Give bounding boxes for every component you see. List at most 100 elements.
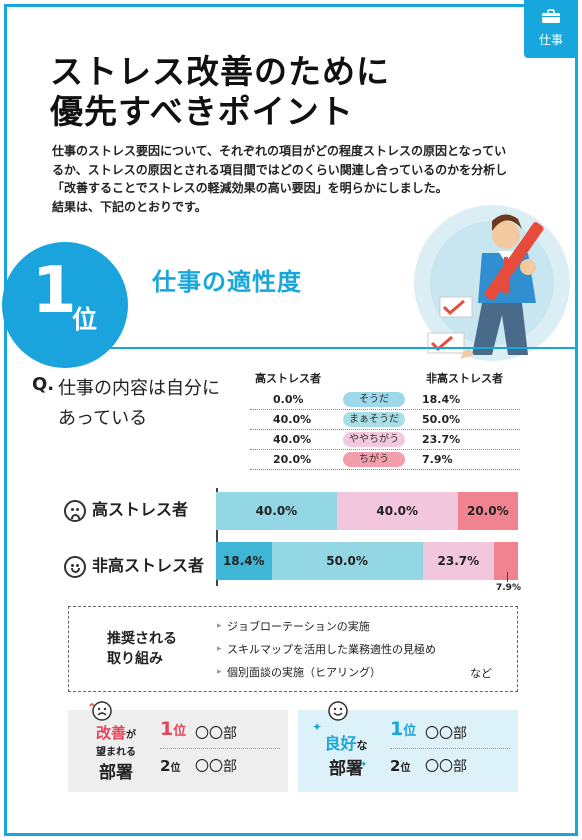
answer-pill: まぁそうだ xyxy=(343,412,405,427)
recommendation-heading-line-2: 取り組み xyxy=(107,651,163,667)
rank-2-num: 2 xyxy=(160,757,171,775)
rank-1-num: 1 xyxy=(160,718,174,740)
table-header-high: 高ストレス者 xyxy=(255,372,321,385)
title-line-2: 優先すべきポイント xyxy=(50,92,354,131)
good-kw-dept: 部署 xyxy=(329,759,363,779)
list-item: スキルマップを活用した業務適性の見極め xyxy=(217,638,436,661)
table-row: 40.0% ややちがう 23.7% xyxy=(250,430,520,450)
rank-1-suffix: 位 xyxy=(173,724,187,739)
high-value: 40.0% xyxy=(273,413,312,426)
recommendation-heading-line-1: 推奨される xyxy=(107,631,177,647)
question-prefix: Q. xyxy=(32,374,55,395)
high-stress-text: 高ストレス者 xyxy=(92,500,189,519)
low-value: 50.0% xyxy=(422,413,461,426)
good-dept-box: ✦ ✦ 良好な 部署 1位 〇〇部 2位 〇〇部 xyxy=(298,701,518,792)
bar-segment-no: 20.0% xyxy=(457,492,518,530)
category-label: 仕事 xyxy=(538,33,563,47)
answer-pill: そうだ xyxy=(343,392,405,407)
rank-separator xyxy=(390,748,510,749)
improvement-dept-box: 改善が 望まれる 部署 1位 〇〇部 2位 〇〇部 xyxy=(68,701,288,792)
low-value: 23.7% xyxy=(422,433,461,446)
bar-segment-mostly: 40.0% xyxy=(216,492,337,530)
bar-segment-label: 18.4% xyxy=(222,554,265,568)
table-row: 40.0% まぁそうだ 50.0% xyxy=(250,410,520,430)
question-text: 仕事の内容は自分に あっている xyxy=(58,374,220,434)
good-kw-particle: な xyxy=(356,739,368,752)
improvement-kw-dept: 部署 xyxy=(99,763,133,783)
answer-pill: ちがう xyxy=(343,452,405,467)
good-kw-main: 良好 xyxy=(324,734,357,753)
category-tag: 仕事 xyxy=(524,0,578,58)
answer-pill: ややちがう xyxy=(343,432,405,447)
bar-segment-mostly: 50.0% xyxy=(271,542,423,580)
sparkle-icon: ✦ xyxy=(312,720,323,734)
intro-line-1: 仕事のストレス要因について、それぞれの項目がどの程度ストレスの原因となってい xyxy=(52,144,507,158)
rank-divider-line xyxy=(20,347,578,349)
page-frame xyxy=(4,4,578,836)
small-label-tick xyxy=(507,572,508,582)
rank-2-num: 2 xyxy=(390,757,401,775)
rank-separator xyxy=(160,748,280,749)
etc-text: など xyxy=(470,667,492,680)
rank-1: 1位 xyxy=(390,718,416,740)
low-value: 18.4% xyxy=(422,393,461,406)
rank-2: 2位 xyxy=(160,756,180,775)
briefcase-icon xyxy=(542,9,560,23)
recommendation-heading: 推奨される 取り組み xyxy=(107,629,177,669)
rank-2-suffix: 位 xyxy=(400,763,411,774)
rank-badge: 1 位 xyxy=(2,242,128,368)
rank-2-suffix: 位 xyxy=(170,763,181,774)
low-stress-label: 非高ストレス者 xyxy=(64,552,204,578)
intro-line-3: 「改善することでストレスの軽減効果の高い要因」を明らかにしました。 xyxy=(52,181,448,195)
table-row: 20.0% ちがう 7.9% xyxy=(250,450,520,470)
smile-face-icon xyxy=(326,700,350,726)
page-title: ストレス改善のために 優先すべきポイント xyxy=(50,52,390,132)
rank-2-dept: 〇〇部 xyxy=(425,759,467,775)
intro-text: 仕事のストレス要因について、それぞれの項目がどの程度ストレスの原因となってい る… xyxy=(52,142,532,216)
improvement-keyword: 改善が 望まれる 部署 xyxy=(86,722,146,783)
small-segment-label: 7.9% xyxy=(496,583,521,593)
rank-title: 仕事の適性度 xyxy=(152,268,302,296)
high-stress-bar: 40.0% 40.0% 20.0% xyxy=(216,492,518,530)
question-line-2: あっている xyxy=(58,408,148,429)
good-keyword: 良好な 部署 xyxy=(316,730,376,779)
sad-face-icon xyxy=(64,499,86,522)
bar-segment-label: 23.7% xyxy=(437,554,480,568)
rank-number: 1 xyxy=(32,254,77,328)
question-line-1: 仕事の内容は自分に xyxy=(58,378,220,399)
businessman-pencil-illustration xyxy=(414,205,570,361)
rank-1-dept: 〇〇部 xyxy=(195,726,237,742)
table-header-low: 非高ストレス者 xyxy=(426,372,503,385)
intro-line-4: 結果は、下記のとおりです。 xyxy=(52,199,207,214)
intro-line-2: るか、ストレスの原因とされる項目間ではどのくらい関連し合っているのかを分析し xyxy=(52,162,508,177)
low-stress-text: 非高ストレス者 xyxy=(92,556,205,575)
low-value: 7.9% xyxy=(422,453,453,466)
table-row: 0.0% そうだ 18.4% xyxy=(250,390,520,410)
rank-suffix: 位 xyxy=(72,305,98,334)
bar-segment-label: 40.0% xyxy=(255,504,298,518)
list-item: 個別面談の実施（ヒアリング） xyxy=(217,661,436,684)
recommendation-list: ジョブローテーションの実施 スキルマップを活用した業務適性の見極め 個別面談の実… xyxy=(217,615,436,684)
sparkle-icon: ✦ xyxy=(360,760,368,770)
bar-segment-no xyxy=(494,542,518,580)
title-line-1: ストレス改善のために xyxy=(50,52,390,91)
bar-segment-somewhat-no: 23.7% xyxy=(422,542,495,580)
high-value: 20.0% xyxy=(273,453,312,466)
high-stress-label: 高ストレス者 xyxy=(64,496,188,522)
high-value: 40.0% xyxy=(273,433,312,446)
improvement-kw-sub: 望まれる xyxy=(96,747,136,758)
rank-2: 2位 xyxy=(390,756,410,775)
list-item: ジョブローテーションの実施 xyxy=(217,615,436,638)
chart-axis xyxy=(216,488,218,586)
rank-2-dept: 〇〇部 xyxy=(195,759,237,775)
rank-1-dept: 〇〇部 xyxy=(425,726,467,742)
bar-segment-label: 50.0% xyxy=(326,554,368,568)
recommendation-box: 推奨される 取り組み ジョブローテーションの実施 スキルマップを活用した業務適性… xyxy=(68,606,518,692)
high-value: 0.0% xyxy=(273,393,304,406)
worried-face-icon xyxy=(88,700,114,726)
bar-segment-somewhat-no: 40.0% xyxy=(336,492,458,530)
low-stress-bar: 18.4% 50.0% 23.7% xyxy=(216,542,518,580)
bar-segment-yes: 18.4% xyxy=(216,542,272,580)
rank-1: 1位 xyxy=(160,718,186,740)
improvement-kw-particle: が xyxy=(126,730,136,741)
